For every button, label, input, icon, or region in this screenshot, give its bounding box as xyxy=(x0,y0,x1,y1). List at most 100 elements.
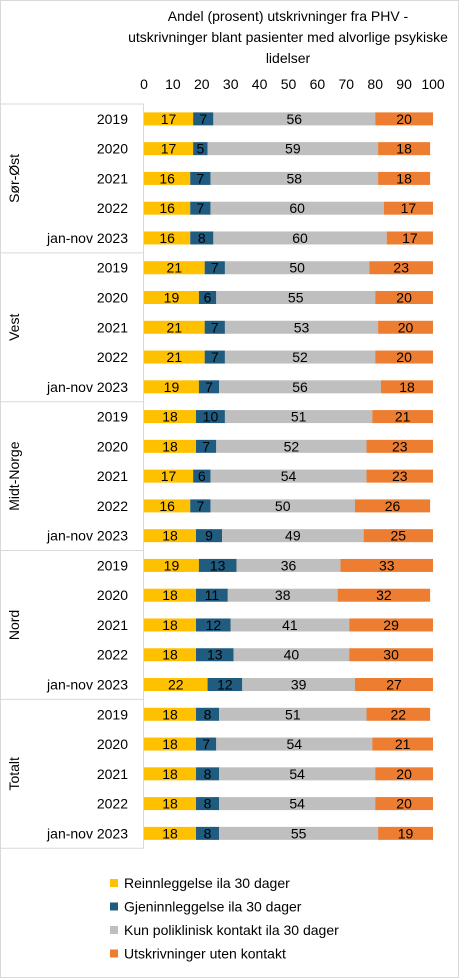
data-label: 51 xyxy=(285,706,301,722)
bar-segment xyxy=(219,767,376,781)
legend-swatch xyxy=(110,949,118,958)
bar-segment xyxy=(190,231,214,245)
x-tick-label: 70 xyxy=(339,76,355,92)
data-label: 18 xyxy=(162,825,178,841)
bar-segment xyxy=(378,142,431,156)
data-label: 6 xyxy=(198,468,206,484)
bar-segment xyxy=(144,171,191,185)
bar-segment xyxy=(144,618,197,632)
bar-segment xyxy=(219,380,381,394)
bar-segment xyxy=(378,826,433,840)
data-label: 7 xyxy=(199,111,207,127)
bar-segment xyxy=(196,737,217,751)
legend-label: Kun poliklinisk kontakt ila 30 dager xyxy=(124,922,339,938)
row-label: jan-nov 2023 xyxy=(46,677,128,693)
row-label: 2022 xyxy=(97,200,128,216)
bar-segment xyxy=(144,469,194,483)
data-label: 60 xyxy=(292,230,308,246)
data-label: 7 xyxy=(211,319,219,335)
row-label: 2019 xyxy=(97,557,128,573)
row-label: 2021 xyxy=(97,468,128,484)
data-label: 18 xyxy=(162,647,178,663)
data-label: 7 xyxy=(211,260,219,276)
data-label: 58 xyxy=(286,170,302,186)
bar-segment xyxy=(144,648,197,662)
chart-title-line-3: lidelser xyxy=(266,50,311,66)
bar-segment xyxy=(144,410,197,424)
category-axis: Sør-Øst 2019 2020 2021 2022 jan-nov 2023 Vest 2… xyxy=(0,103,144,849)
bar-segment xyxy=(224,410,373,424)
x-tick-label: 80 xyxy=(367,76,383,92)
data-label: 8 xyxy=(204,706,212,722)
bar-segment xyxy=(386,231,433,245)
bar-segment xyxy=(207,678,243,692)
bar-segment xyxy=(144,499,191,513)
data-label: 40 xyxy=(284,647,300,663)
bar-segment xyxy=(375,350,433,364)
bar-segment xyxy=(196,767,220,781)
data-label: 23 xyxy=(392,438,408,454)
data-label: 18 xyxy=(396,141,412,157)
bar-segment xyxy=(210,171,379,185)
data-label: 32 xyxy=(376,587,392,603)
data-label: 17 xyxy=(161,468,177,484)
x-tick-label: 50 xyxy=(281,76,297,92)
data-label: 56 xyxy=(286,111,302,127)
bar-segment xyxy=(144,201,191,215)
row-label: 2021 xyxy=(97,766,128,782)
data-label: 9 xyxy=(205,528,213,544)
bar-segment xyxy=(144,797,197,811)
data-label: 18 xyxy=(162,766,178,782)
bar-segment xyxy=(378,171,431,185)
data-label: 39 xyxy=(291,677,307,693)
group-label: Midt-Norge xyxy=(6,441,22,510)
data-label: 7 xyxy=(196,170,204,186)
bar-segment xyxy=(380,380,433,394)
data-label: 22 xyxy=(168,677,184,693)
bar-segment xyxy=(216,439,367,453)
data-label: 19 xyxy=(164,290,180,306)
row-label: 2019 xyxy=(97,260,128,276)
chart-title: Andel (prosent) utskrivninger fra PHV - … xyxy=(128,8,448,66)
bar-segment xyxy=(144,112,194,126)
bar-segment xyxy=(366,707,431,721)
data-label: 16 xyxy=(159,230,175,246)
bar-segment xyxy=(213,112,376,126)
bar-segment xyxy=(196,826,220,840)
data-label: 7 xyxy=(196,498,204,514)
bar-segment xyxy=(227,588,338,602)
data-label: 29 xyxy=(383,617,399,633)
bar-segment xyxy=(144,380,199,394)
data-label: 7 xyxy=(202,438,210,454)
bar-segment xyxy=(210,499,355,513)
data-label: 54 xyxy=(289,766,305,782)
bar-segment xyxy=(196,410,225,424)
bar-segment xyxy=(369,261,433,275)
data-label: 38 xyxy=(275,587,291,603)
data-label: 25 xyxy=(391,528,407,544)
data-label: 20 xyxy=(396,111,412,127)
x-tick-label: 0 xyxy=(140,76,148,92)
bar-segment xyxy=(354,678,433,692)
data-label: 16 xyxy=(159,200,175,216)
bar-segment xyxy=(144,529,197,543)
bar-segment xyxy=(196,529,223,543)
data-label: 11 xyxy=(205,587,220,603)
data-label: 8 xyxy=(198,230,206,246)
data-label: 52 xyxy=(284,438,300,454)
data-label: 16 xyxy=(159,498,175,514)
bar-segment xyxy=(144,142,194,156)
data-label: 55 xyxy=(291,825,307,841)
data-label: 54 xyxy=(281,468,297,484)
data-label: 56 xyxy=(292,379,308,395)
bar-segment xyxy=(372,737,433,751)
bar-segment xyxy=(366,469,433,483)
data-label: 20 xyxy=(396,349,412,365)
bar-segment xyxy=(190,201,211,215)
data-label: 27 xyxy=(386,677,402,693)
data-label: 6 xyxy=(204,290,212,306)
bar-segment xyxy=(219,826,379,840)
bar-segment xyxy=(190,499,211,513)
